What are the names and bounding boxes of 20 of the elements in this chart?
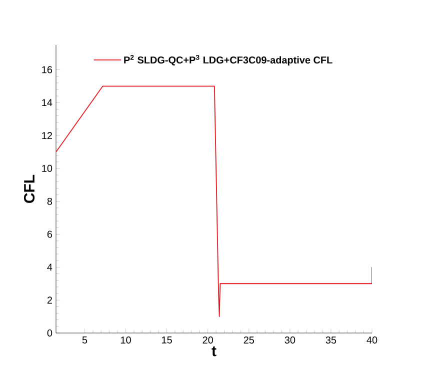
x-tick-label: 25 xyxy=(244,336,254,344)
y-tick-label: 16 xyxy=(42,66,52,74)
y-tick-label: 4 xyxy=(47,264,52,271)
x-tick-label: 5 xyxy=(82,336,88,344)
y-tick-label: 6 xyxy=(47,230,52,238)
x-tick-label: 10 xyxy=(120,336,131,344)
legend-label: P$^{2}$ SLDG-QC+P$^{3}$ LDG+CF3C09-adaptive CFL xyxy=(124,54,332,66)
x-tick-label: 35 xyxy=(326,336,336,344)
y-tick-label: 8 xyxy=(47,198,52,205)
y-tick-label: 0 xyxy=(47,329,52,337)
x-tick-label: 30 xyxy=(284,336,296,344)
x-tick-label: 15 xyxy=(162,336,172,344)
y-tick-label: 10 xyxy=(42,164,52,172)
x-tick-label: 40 xyxy=(366,336,378,344)
x-tick-label: 20 xyxy=(202,336,213,344)
y-tick-label: 14 xyxy=(42,99,52,106)
y-tick-label: 12 xyxy=(42,132,52,139)
x-axis-title: t xyxy=(212,346,216,356)
y-axis-title: CFL xyxy=(24,174,35,203)
y-tick-label: 2 xyxy=(47,296,52,304)
